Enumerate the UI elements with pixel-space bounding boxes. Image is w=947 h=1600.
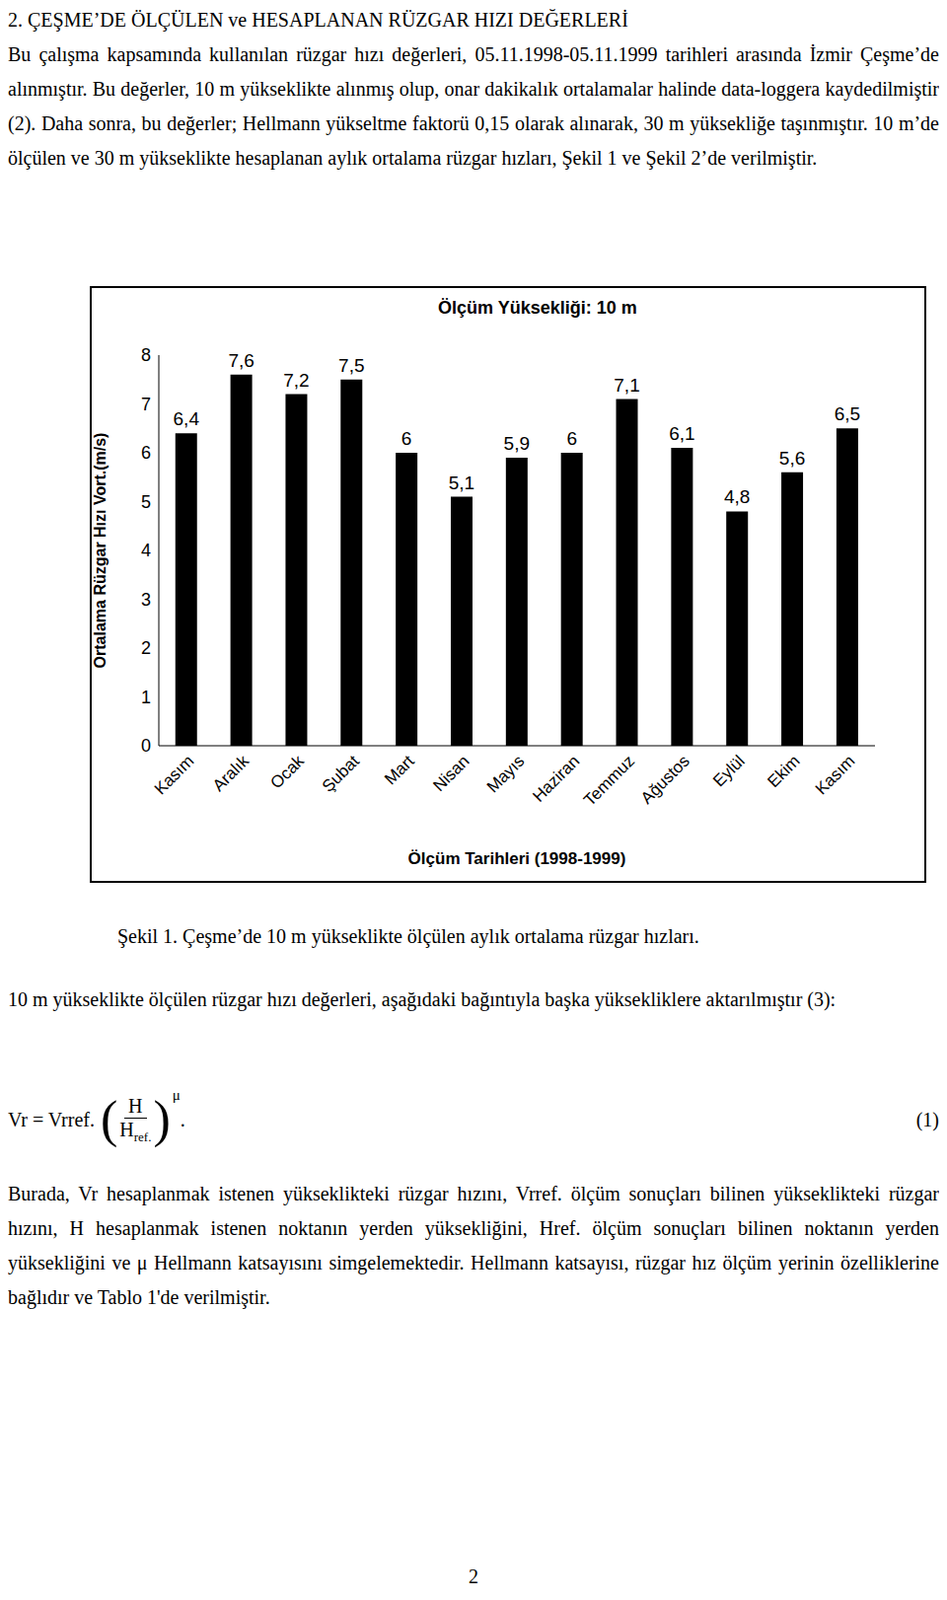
html-text:Şekil 1. Çeşme’de 10 m yüksekl: Şekil 1. Çeşme’de 10 m yükseklikte ölçül… bbox=[117, 925, 700, 947]
svg-text:Ekim: Ekim bbox=[763, 751, 803, 792]
svg-text:Ağustos: Ağustos bbox=[637, 751, 694, 808]
svg-text:2: 2 bbox=[141, 638, 151, 658]
html-text:μ: μ bbox=[172, 1087, 181, 1103]
svg-text:Nisan: Nisan bbox=[429, 751, 473, 796]
html-text:2. ÇEŞME’DE ÖLÇÜLEN ve HESAPLA: 2. ÇEŞME’DE ÖLÇÜLEN ve HESAPLANAN RÜZGAR… bbox=[7, 8, 629, 31]
svg-text:Aralık: Aralık bbox=[209, 751, 254, 797]
html-text:Bu çalışma kapsamında kullanıl: Bu çalışma kapsamında kullanılan rüzgar … bbox=[7, 43, 940, 169]
svg-text:Temmuz: Temmuz bbox=[580, 751, 639, 810]
svg-text:5: 5 bbox=[141, 492, 151, 512]
svg-text:0: 0 bbox=[141, 735, 151, 756]
html-text:Vr = Vrref.: Vr = Vrref. bbox=[7, 1108, 95, 1130]
svg-text:Kasım: Kasım bbox=[811, 751, 860, 800]
svg-text:5,1: 5,1 bbox=[448, 472, 475, 494]
svg-text:6,5: 6,5 bbox=[834, 403, 861, 425]
svg-text:5,6: 5,6 bbox=[779, 447, 805, 469]
svg-text:7,5: 7,5 bbox=[338, 355, 365, 376]
svg-text:Şubat: Şubat bbox=[318, 751, 364, 797]
svg-text:Ölçüm Tarihleri (1998-1999): Ölçüm Tarihleri (1998-1999) bbox=[408, 849, 627, 869]
html-text:(1): (1) bbox=[916, 1108, 940, 1130]
svg-text:Haziran: Haziran bbox=[528, 751, 583, 806]
svg-text:6: 6 bbox=[401, 428, 413, 449]
svg-text:Eylül: Eylül bbox=[709, 751, 748, 791]
svg-text:7: 7 bbox=[141, 394, 151, 415]
html-text:Ölçüm Yüksekliği: 10 m: Ölçüm Yüksekliği: 10 m bbox=[438, 297, 638, 318]
svg-text:Ortalama Rüzgar Hızı Vort.(m/s: Ortalama Rüzgar Hızı Vort.(m/s) bbox=[91, 433, 109, 669]
svg-text:Mart: Mart bbox=[380, 751, 419, 790]
svg-text:4,8: 4,8 bbox=[724, 486, 750, 508]
svg-text:7,2: 7,2 bbox=[283, 369, 309, 391]
html-text:H: H bbox=[128, 1094, 143, 1117]
svg-text:7,6: 7,6 bbox=[227, 350, 254, 371]
html-text:Href.: Href. bbox=[119, 1118, 152, 1144]
svg-text:7,1: 7,1 bbox=[613, 374, 640, 396]
svg-text:Ocak: Ocak bbox=[266, 751, 308, 794]
svg-text:8: 8 bbox=[141, 345, 151, 365]
svg-text:6: 6 bbox=[566, 428, 578, 449]
html-text:10 m yükseklikte ölçülen rüzga: 10 m yükseklikte ölçülen rüzgar hızı değ… bbox=[7, 988, 836, 1011]
svg-text:6: 6 bbox=[141, 442, 151, 463]
svg-text:Kasım: Kasım bbox=[150, 751, 199, 800]
svg-text:5,9: 5,9 bbox=[504, 433, 530, 454]
svg-text:6,1: 6,1 bbox=[668, 423, 695, 444]
svg-text:3: 3 bbox=[141, 589, 151, 610]
html-text:2: 2 bbox=[468, 1565, 479, 1588]
svg-text:Mayıs: Mayıs bbox=[483, 751, 528, 797]
svg-text:6,4: 6,4 bbox=[173, 408, 201, 430]
svg-text:1: 1 bbox=[141, 687, 151, 708]
html-text:Burada, Vr hesaplanmak istenen: Burada, Vr hesaplanmak istenen yükseklik… bbox=[7, 1182, 940, 1309]
svg-text:4: 4 bbox=[141, 540, 151, 561]
